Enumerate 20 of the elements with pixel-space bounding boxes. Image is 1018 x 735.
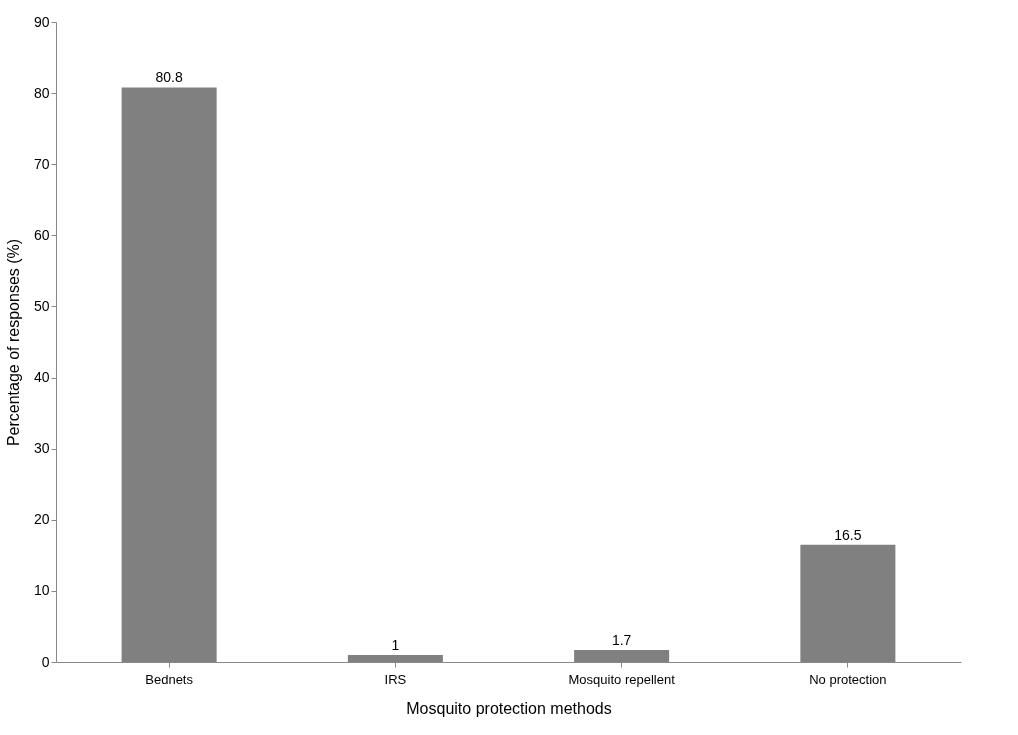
x-tick-label: Bednets: [145, 671, 194, 687]
y-tick-label: 20: [33, 511, 50, 528]
y-tick-label: 80: [33, 84, 50, 101]
x-tick-label: Mosquito repellent: [568, 671, 676, 687]
y-tick-label: 30: [33, 440, 50, 457]
x-tick-label: No protection: [809, 671, 887, 687]
x-tick-label: IRS: [384, 671, 407, 687]
x-axis-title: Mosquito protection methods: [406, 699, 612, 717]
data-label: 80.8: [155, 69, 183, 86]
y-tick-label: 70: [33, 155, 50, 172]
y-axis-title: Percentage of responses (%): [4, 238, 22, 447]
y-tick-label: 50: [33, 297, 50, 314]
data-label: 1: [391, 636, 400, 653]
data-label: 1.7: [611, 631, 632, 648]
y-tick-label: 40: [33, 369, 50, 386]
y-tick-label: 0: [41, 653, 50, 670]
y-tick-label: 60: [33, 226, 50, 243]
data-label: 16.5: [834, 526, 862, 543]
y-tick-label: 90: [33, 13, 50, 30]
y-tick-label: 10: [33, 582, 50, 599]
